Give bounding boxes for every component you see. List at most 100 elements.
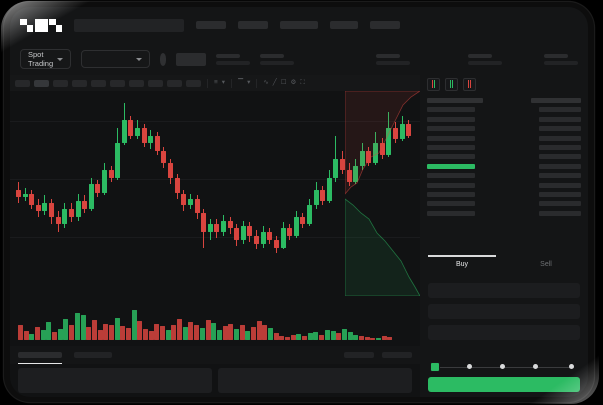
timeframe-button-0[interactable]: [15, 79, 30, 87]
app-screen: Spot Trading: [10, 7, 588, 397]
orderbook-price: [427, 191, 475, 197]
orders-panel-right[interactable]: [218, 368, 412, 393]
volume-bar: [86, 327, 92, 340]
logo-glyph-o: [20, 18, 33, 32]
pair-select[interactable]: [81, 50, 150, 68]
tab-order-history[interactable]: [74, 352, 112, 358]
chevron-down-icon: [135, 57, 142, 61]
orderbook-price: [427, 116, 475, 122]
volume-bar: [273, 333, 279, 340]
volume-bar: [211, 322, 217, 340]
line-tool-icon[interactable]: ∿: [263, 78, 269, 86]
volume-bar: [74, 312, 80, 340]
orderbook-amount: [539, 116, 581, 122]
tab-sell[interactable]: Sell: [540, 261, 552, 268]
stat-value: [468, 60, 502, 65]
search-input[interactable]: [74, 18, 184, 32]
orderbook-row[interactable]: [427, 126, 581, 132]
stat-label: [216, 53, 240, 58]
volume-bar: [199, 328, 205, 340]
top-navigation-bar: [10, 7, 588, 43]
orderbook-rows[interactable]: [420, 93, 588, 253]
orderbook-both-icon[interactable]: [427, 77, 440, 91]
tab-open-orders[interactable]: [18, 352, 62, 364]
trading-mode-button[interactable]: Spot Trading: [20, 49, 72, 69]
price-chart[interactable]: [10, 91, 420, 346]
slider-step-75[interactable]: [533, 364, 538, 369]
slider-handle[interactable]: [430, 362, 440, 372]
orderbook-amount: [539, 163, 581, 169]
orders-action-0[interactable]: [344, 352, 374, 358]
slider-step-100[interactable]: [569, 364, 574, 369]
orderbook-row[interactable]: [427, 107, 581, 113]
volume-bar: [29, 334, 35, 340]
chevron-down-icon[interactable]: ▾: [247, 78, 251, 86]
stat-label: [376, 53, 400, 58]
slider-step-25[interactable]: [467, 364, 472, 369]
timeframe-button-5[interactable]: [110, 79, 125, 87]
volume-bar: [205, 319, 211, 340]
slider-step-50[interactable]: [500, 364, 505, 369]
pencil-icon[interactable]: ╱: [272, 78, 277, 86]
orderbook-asks-icon[interactable]: [463, 77, 476, 91]
timeframe-button-8[interactable]: [167, 79, 182, 87]
indicators-icon[interactable]: ≡: [214, 78, 218, 86]
orderbook-amount: [539, 107, 581, 113]
volume-bar: [177, 318, 183, 340]
volume-bar: [250, 327, 256, 340]
order-total-field[interactable]: [428, 325, 580, 340]
nav-item-0[interactable]: [196, 21, 226, 29]
nav-item-4[interactable]: [370, 21, 400, 29]
orderbook-row[interactable]: [427, 154, 581, 160]
orderbook-bids-icon[interactable]: [445, 77, 458, 91]
orderbook-row[interactable]: [427, 201, 581, 207]
orders-actions: [344, 352, 412, 358]
settings-icon[interactable]: ⚙: [290, 78, 297, 86]
amount-percent-slider[interactable]: [430, 362, 578, 372]
submit-buy-button[interactable]: [428, 377, 580, 392]
nav-item-3[interactable]: [330, 21, 358, 29]
volume-bar: [222, 326, 228, 340]
orderbook-row[interactable]: [427, 173, 581, 179]
chart-type-icon[interactable]: ▔: [238, 78, 244, 86]
orderbook-row[interactable]: [427, 191, 581, 197]
timeframe-button-4[interactable]: [91, 79, 106, 87]
orderbook-trade-panel: Buy Sell: [420, 75, 588, 397]
stat-value: [376, 60, 410, 65]
volume-bar: [97, 330, 103, 340]
timeframe-button-6[interactable]: [129, 79, 144, 87]
orderbook-col-amount: [531, 98, 581, 103]
okx-logo[interactable]: [20, 18, 62, 32]
orderbook-row[interactable]: [427, 135, 581, 141]
order-amount-field[interactable]: [428, 304, 580, 319]
orderbook-col-price: [427, 98, 483, 103]
fullscreen-icon[interactable]: ⛶: [300, 78, 305, 86]
timeframe-button-1[interactable]: [34, 79, 49, 87]
trading-mode-label: Spot Trading: [28, 50, 54, 68]
chevron-down-icon[interactable]: ▾: [221, 78, 226, 86]
orders-action-1[interactable]: [382, 352, 412, 358]
order-price-field[interactable]: [428, 283, 580, 298]
camera-icon[interactable]: ☐: [280, 78, 287, 86]
orderbook-row[interactable]: [427, 163, 581, 169]
volume-bar: [114, 317, 120, 340]
volume-bar: [381, 335, 387, 340]
timeframe-button-7[interactable]: [148, 79, 163, 87]
timeframe-button-9[interactable]: [186, 79, 201, 87]
tab-buy[interactable]: Buy: [420, 253, 504, 277]
timeframe-button-2[interactable]: [53, 79, 68, 87]
volume-bar: [182, 327, 188, 340]
volume-bar: [125, 328, 131, 340]
volume-bar: [69, 325, 75, 340]
orderbook-price: [427, 182, 475, 188]
orders-panel-left[interactable]: [18, 368, 212, 393]
timeframe-button-3[interactable]: [72, 79, 87, 87]
nav-item-2[interactable]: [280, 21, 318, 29]
orders-panels: [10, 364, 420, 397]
nav-item-1[interactable]: [238, 21, 268, 29]
orderbook-row[interactable]: [427, 116, 581, 122]
orderbook-row[interactable]: [427, 144, 581, 150]
volume-bar: [63, 318, 69, 340]
orderbook-row[interactable]: [427, 182, 581, 188]
orderbook-row[interactable]: [427, 210, 581, 216]
